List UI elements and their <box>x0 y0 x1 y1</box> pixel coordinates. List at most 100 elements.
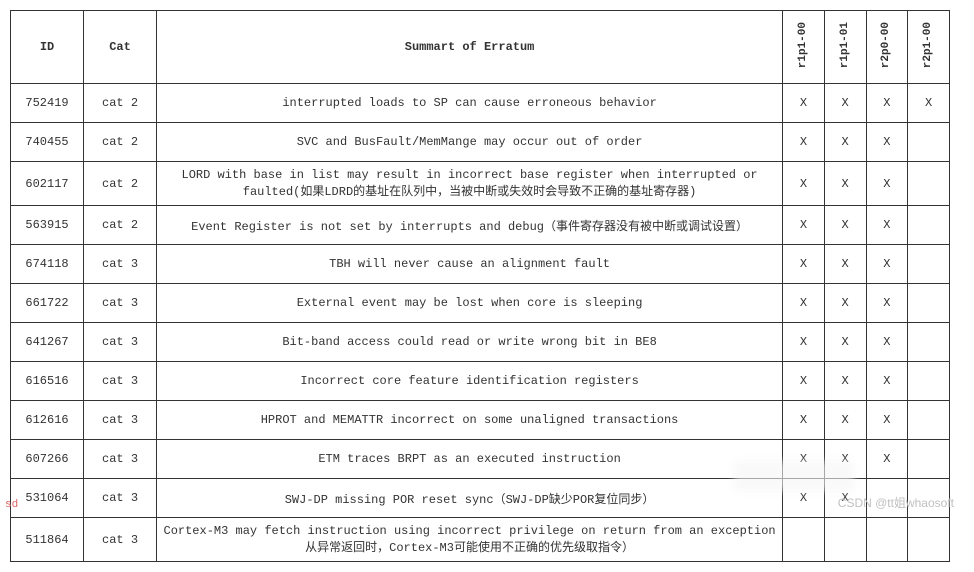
header-rev2: r2p0-00 <box>866 11 908 84</box>
cell-rev3 <box>908 206 950 245</box>
header-summary: Summart of Erratum <box>157 11 783 84</box>
cell-cat: cat 2 <box>84 206 157 245</box>
cell-summary: LORD with base in list may result in inc… <box>157 162 783 206</box>
cell-rev3 <box>908 123 950 162</box>
cell-rev2: X <box>866 162 908 206</box>
header-rev1-label: r1p1-01 <box>839 22 852 68</box>
header-rev0: r1p1-00 <box>783 11 825 84</box>
watermark-text: CSDN @tt姐whaosoft <box>838 494 954 511</box>
cell-rev2: X <box>866 284 908 323</box>
cell-summary: Event Register is not set by interrupts … <box>157 206 783 245</box>
cell-rev3 <box>908 401 950 440</box>
table-row: 612616cat 3HPROT and MEMATTR incorrect o… <box>11 401 950 440</box>
cell-rev3 <box>908 284 950 323</box>
cell-id: 612616 <box>11 401 84 440</box>
cell-summary: External event may be lost when core is … <box>157 284 783 323</box>
cell-rev2: X <box>866 440 908 479</box>
cell-rev0: X <box>783 123 825 162</box>
cell-id: 607266 <box>11 440 84 479</box>
cell-cat: cat 3 <box>84 323 157 362</box>
cell-cat: cat 3 <box>84 479 157 518</box>
cell-rev0 <box>783 518 825 562</box>
cell-id: 616516 <box>11 362 84 401</box>
cell-rev1: X <box>824 123 866 162</box>
cell-cat: cat 3 <box>84 362 157 401</box>
cell-rev3 <box>908 440 950 479</box>
cell-rev1: X <box>824 162 866 206</box>
cell-rev1: X <box>824 362 866 401</box>
cell-rev2: X <box>866 362 908 401</box>
cell-rev2: X <box>866 245 908 284</box>
cell-summary: interrupted loads to SP can cause errone… <box>157 84 783 123</box>
cell-rev3 <box>908 245 950 284</box>
cell-id: 674118 <box>11 245 84 284</box>
header-rev2-label: r2p0-00 <box>880 22 893 68</box>
smudge-overlay <box>734 461 854 491</box>
cell-rev0: X <box>783 401 825 440</box>
table-header: ID Cat Summart of Erratum r1p1-00 r1p1-0… <box>11 11 950 84</box>
table-row: 563915cat 2Event Register is not set by … <box>11 206 950 245</box>
cell-rev0: X <box>783 162 825 206</box>
cell-summary: ETM traces BRPT as an executed instructi… <box>157 440 783 479</box>
cell-summary: Bit-band access could read or write wron… <box>157 323 783 362</box>
table-row: 674118cat 3TBH will never cause an align… <box>11 245 950 284</box>
cell-rev1 <box>824 518 866 562</box>
cell-rev1: X <box>824 245 866 284</box>
cell-id: 511864 <box>11 518 84 562</box>
cell-rev0: X <box>783 84 825 123</box>
cell-cat: cat 2 <box>84 162 157 206</box>
sd-label: sd <box>5 499 18 511</box>
cell-rev3 <box>908 162 950 206</box>
header-id: ID <box>11 11 84 84</box>
header-rev3-label: r2p1-00 <box>922 22 935 68</box>
table-row: 511864cat 3Cortex-M3 may fetch instructi… <box>11 518 950 562</box>
header-cat: Cat <box>84 11 157 84</box>
cell-rev2: X <box>866 123 908 162</box>
cell-summary: Incorrect core feature identification re… <box>157 362 783 401</box>
cell-id: 740455 <box>11 123 84 162</box>
cell-rev2: X <box>866 206 908 245</box>
cell-summary: Cortex-M3 may fetch instruction using in… <box>157 518 783 562</box>
cell-cat: cat 2 <box>84 84 157 123</box>
table-row: 641267cat 3Bit-band access could read or… <box>11 323 950 362</box>
table-row: 740455cat 2SVC and BusFault/MemMange may… <box>11 123 950 162</box>
table-row: 602117cat 2LORD with base in list may re… <box>11 162 950 206</box>
cell-rev2: X <box>866 84 908 123</box>
cell-id: 641267 <box>11 323 84 362</box>
cell-id: 752419 <box>11 84 84 123</box>
cell-rev1: X <box>824 206 866 245</box>
cell-rev2: X <box>866 401 908 440</box>
header-rev3: r2p1-00 <box>908 11 950 84</box>
cell-cat: cat 3 <box>84 440 157 479</box>
header-rev0-label: r1p1-00 <box>797 22 810 68</box>
cell-id: 602117 <box>11 162 84 206</box>
cell-rev1: X <box>824 84 866 123</box>
cell-summary: SWJ-DP missing POR reset sync（SWJ-DP缺少PO… <box>157 479 783 518</box>
cell-id: 563915 <box>11 206 84 245</box>
cell-rev0: X <box>783 323 825 362</box>
cell-summary: SVC and BusFault/MemMange may occur out … <box>157 123 783 162</box>
cell-cat: cat 3 <box>84 518 157 562</box>
cell-cat: cat 2 <box>84 123 157 162</box>
cell-rev3 <box>908 323 950 362</box>
cell-rev1: X <box>824 323 866 362</box>
table-row: 616516cat 3Incorrect core feature identi… <box>11 362 950 401</box>
cell-rev0: X <box>783 362 825 401</box>
cell-summary: HPROT and MEMATTR incorrect on some unal… <box>157 401 783 440</box>
cell-summary: TBH will never cause an alignment fault <box>157 245 783 284</box>
cell-rev0: X <box>783 206 825 245</box>
cell-rev3 <box>908 362 950 401</box>
cell-id: 531064 <box>11 479 84 518</box>
cell-cat: cat 3 <box>84 284 157 323</box>
header-rev1: r1p1-01 <box>824 11 866 84</box>
cell-rev2 <box>866 518 908 562</box>
cell-rev2: X <box>866 323 908 362</box>
cell-id: 661722 <box>11 284 84 323</box>
table-row: 661722cat 3External event may be lost wh… <box>11 284 950 323</box>
cell-cat: cat 3 <box>84 245 157 284</box>
cell-cat: cat 3 <box>84 401 157 440</box>
cell-rev0: X <box>783 245 825 284</box>
table-row: 752419cat 2interrupted loads to SP can c… <box>11 84 950 123</box>
cell-rev1: X <box>824 401 866 440</box>
cell-rev0: X <box>783 284 825 323</box>
